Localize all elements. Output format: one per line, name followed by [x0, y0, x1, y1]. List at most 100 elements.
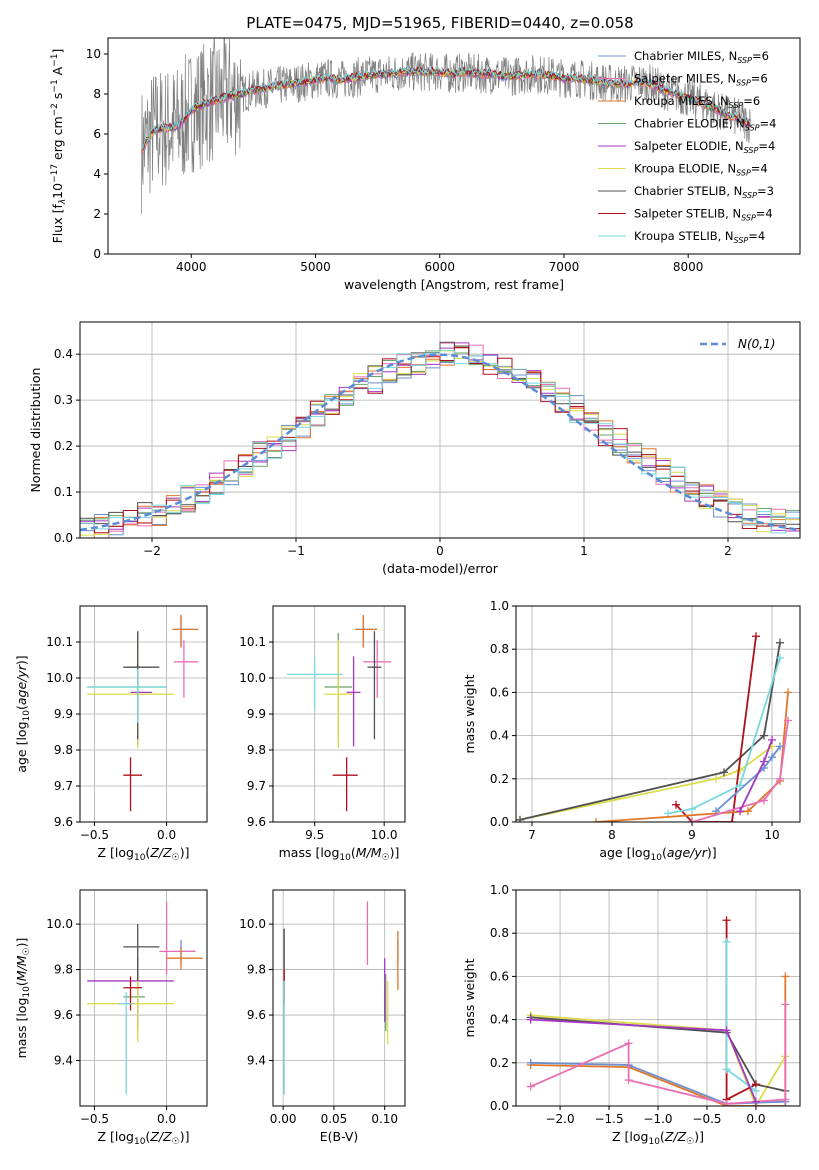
chart-panel: −2.0 −1.5 −1.0 −0.5 0.0 0.0 0.2 0.4 0.6 0.8 1.0 Z [… — [462, 883, 801, 1147]
plot-area — [87, 901, 203, 1095]
y-tick-label: 9.9 — [54, 707, 73, 721]
legend-entry: Chabrier MILES, NSSP=6 — [634, 49, 769, 65]
x-tick-label: −1.5 — [594, 1112, 623, 1126]
x-axis-label: Z [log10(Z/Z☉)] — [98, 845, 190, 863]
x-tick-label: 6000 — [424, 260, 455, 274]
spectrum-data — [141, 38, 751, 215]
legend-entry: Kroupa MILES, NSSP=6 — [634, 94, 760, 110]
legend-entry: Chabrier STELIB, NSSP=3 — [634, 184, 774, 200]
axes-frame — [79, 889, 208, 1107]
x-axis-label: Z [log10(Z/Z☉)] — [612, 1129, 704, 1147]
axes-frame — [272, 605, 406, 823]
x-tick-label: 7 — [528, 828, 536, 842]
legend-entry: Kroupa STELIB, NSSP=4 — [634, 229, 765, 245]
x-tick-label: −0.5 — [692, 1112, 721, 1126]
x-tick-label: 8000 — [673, 260, 704, 274]
x-tick-label: 0.0 — [157, 1112, 176, 1126]
legend-entry: Salpeter ELODIE, NSSP=4 — [634, 139, 775, 155]
y-tick-label: 0.3 — [54, 393, 73, 407]
x-tick-label: 9.5 — [305, 828, 324, 842]
y-tick-label: 0.6 — [490, 969, 509, 983]
y-tick-label: 10.0 — [239, 671, 266, 685]
x-tick-label: −0.5 — [80, 1112, 109, 1126]
x-axis-label: age [log10(age/yr)] — [599, 845, 716, 863]
y-tick-label: 0.8 — [490, 926, 509, 940]
y-tick-label: 0.2 — [490, 772, 509, 786]
x-tick-label: −2 — [143, 544, 161, 558]
y-tick-label: 10.0 — [46, 671, 73, 685]
y-tick-label: 9.9 — [247, 707, 266, 721]
y-tick-label: 10 — [86, 47, 101, 61]
axes-frame — [515, 605, 801, 823]
y-tick-label: 9.6 — [54, 815, 73, 829]
mass-weight-line — [715, 745, 781, 812]
y-axis-label: Flux [fλ10−17 erg cm−2 s−1 A−1] — [50, 49, 68, 244]
y-tick-label: 9.8 — [247, 963, 266, 977]
mass-weight-line — [530, 1004, 787, 1105]
y-axis-label: mass [log10(M/M☉)] — [14, 938, 32, 1059]
plot-area — [87, 615, 199, 812]
x-axis-label: Z [log10(Z/Z☉)] — [98, 1129, 190, 1147]
chart-panel: 9.5 10.0 9.6 9.7 9.8 9.9 10.0 10.1 mass [log10(M… — [239, 605, 406, 863]
y-tick-label: 9.8 — [54, 963, 73, 977]
plot-area — [283, 901, 399, 1095]
histogram-series — [80, 349, 800, 538]
chart-panel: 0.00 0.05 0.10 9.4 9.6 9.8 10.0 E(B-V) — [239, 889, 406, 1144]
figure-title: PLATE=0475, MJD=51965, FIBERID=0440, z=0… — [246, 14, 633, 32]
y-tick-label: 0.4 — [490, 729, 509, 743]
y-tick-label: 0.4 — [490, 1013, 509, 1027]
y-tick-label: 9.6 — [247, 1008, 266, 1022]
y-tick-label: 9.7 — [54, 779, 73, 793]
x-tick-label: 9 — [688, 828, 696, 842]
x-tick-label: 10.0 — [371, 828, 398, 842]
y-tick-label: 10.0 — [46, 917, 73, 931]
axes-frame — [515, 889, 801, 1107]
x-tick-label: 2 — [724, 544, 732, 558]
y-tick-label: 9.8 — [247, 743, 266, 757]
x-tick-label: −1 — [287, 544, 305, 558]
mass-weight-line — [519, 745, 773, 821]
y-tick-label: 1.0 — [490, 883, 509, 897]
y-tick-label: 9.4 — [247, 1054, 266, 1068]
y-axis-label: age [log10(age/yr)] — [14, 655, 32, 772]
x-tick-label: −1.0 — [643, 1112, 672, 1126]
plot-area — [80, 341, 800, 538]
y-tick-label: 0.2 — [490, 1056, 509, 1070]
x-tick-label: −2.0 — [545, 1112, 574, 1126]
x-tick-label: 0.00 — [270, 1112, 297, 1126]
model-spectrum — [141, 65, 751, 150]
y-tick-label: 0.6 — [490, 685, 509, 699]
y-tick-label: 0.1 — [54, 485, 73, 499]
y-tick-label: 0.8 — [490, 642, 509, 656]
axes-frame — [272, 889, 406, 1107]
plot-area — [141, 38, 751, 215]
y-tick-label: 10.0 — [239, 917, 266, 931]
chart-panel: 7 8 9 10 0.0 0.2 0.4 0.6 0.8 1.0 age [log10(age/yr… — [462, 599, 801, 863]
x-tick-label: 10 — [764, 828, 779, 842]
x-tick-label: 8 — [608, 828, 616, 842]
y-tick-label: 9.7 — [247, 779, 266, 793]
x-tick-label: 0.0 — [157, 828, 176, 842]
axes-frame — [79, 605, 208, 823]
y-tick-label: 10.1 — [239, 635, 266, 649]
axes-frame — [79, 321, 801, 539]
x-tick-label: 0.10 — [371, 1112, 398, 1126]
mass-weight-line — [519, 642, 781, 821]
y-tick-label: 4 — [93, 167, 101, 181]
x-axis-label: (data-model)/error — [382, 561, 499, 576]
y-tick-label: 0.4 — [54, 347, 73, 361]
y-tick-label: 9.6 — [247, 815, 266, 829]
x-tick-label: −0.5 — [80, 828, 109, 842]
mass-weight-line — [595, 692, 789, 822]
plot-area — [286, 615, 392, 812]
legend-entry: Salpeter MILES, NSSP=6 — [634, 72, 768, 88]
x-tick-label: 0.0 — [746, 1112, 765, 1126]
mass-weight-line — [675, 636, 757, 822]
legend-entry: Kroupa ELODIE, NSSP=4 — [634, 162, 768, 178]
x-tick-label: 0 — [436, 544, 444, 558]
axes-frame — [107, 37, 801, 255]
y-tick-label: 0.0 — [54, 531, 73, 545]
x-tick-label: 5000 — [300, 260, 331, 274]
mass-weight-line — [691, 720, 789, 822]
